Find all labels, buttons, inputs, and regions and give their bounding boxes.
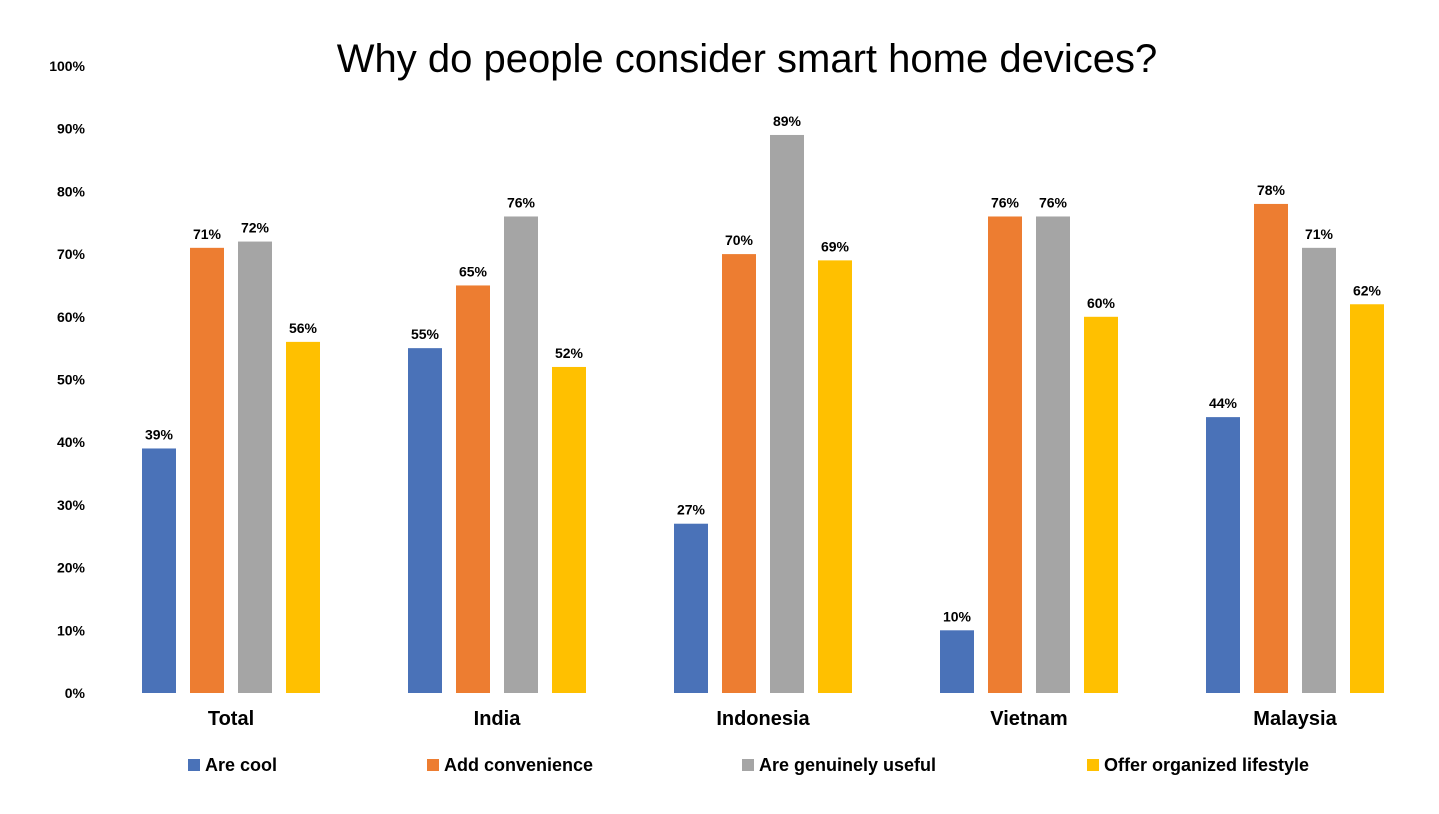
legend-swatch [427, 759, 439, 771]
bar [1350, 304, 1384, 693]
data-label: 60% [1087, 295, 1116, 311]
data-label: 72% [241, 220, 270, 236]
data-label: 52% [555, 345, 584, 361]
legend-swatch [742, 759, 754, 771]
bar [408, 348, 442, 693]
x-axis: Total India Indonesia Vietnam Malaysia [208, 708, 1338, 730]
legend-label: Are genuinely useful [759, 755, 936, 775]
data-label: 78% [1257, 182, 1286, 198]
legend-item: Add convenience [427, 755, 593, 775]
y-tick-label: 100% [49, 58, 85, 74]
bar [142, 448, 176, 693]
x-tick-label: Malaysia [1253, 708, 1337, 730]
legend-item: Are cool [188, 755, 277, 775]
data-label: 55% [411, 326, 440, 342]
legend-label: Offer organized lifestyle [1104, 755, 1309, 775]
bar [818, 260, 852, 693]
legend-label: Are cool [205, 755, 277, 775]
bar [722, 254, 756, 693]
bar [988, 216, 1022, 694]
legend-swatch [188, 759, 200, 771]
y-axis: 0% 10% 20% 30% 40% 50% 60% 70% 80% 90% 100% [49, 58, 85, 701]
y-tick-label: 10% [57, 622, 86, 638]
data-label: 69% [821, 238, 850, 254]
data-label: 76% [991, 194, 1020, 210]
bar [552, 366, 586, 693]
bar [286, 341, 320, 693]
y-tick-label: 50% [57, 372, 86, 388]
legend-swatch [1087, 759, 1099, 771]
data-label: 56% [289, 320, 318, 336]
data-label: 39% [145, 426, 174, 442]
y-tick-label: 40% [57, 434, 86, 450]
x-tick-label: India [474, 708, 522, 730]
bar [940, 630, 974, 693]
x-tick-label: Vietnam [990, 708, 1067, 730]
data-label: 71% [193, 226, 222, 242]
bar [1254, 203, 1288, 693]
bars-group [142, 134, 1384, 694]
data-label: 10% [943, 608, 972, 624]
y-tick-label: 70% [57, 246, 86, 262]
y-tick-label: 80% [57, 183, 86, 199]
data-label: 62% [1353, 282, 1382, 298]
bar [1206, 417, 1240, 693]
y-tick-label: 60% [57, 309, 86, 325]
data-label: 27% [677, 502, 706, 518]
y-tick-label: 0% [65, 685, 86, 701]
legend-label: Add convenience [444, 755, 593, 775]
y-tick-label: 90% [57, 121, 86, 137]
legend: Are cool Add convenience Are genuinely use… [188, 755, 1309, 775]
bar [504, 216, 538, 694]
x-tick-label: Total [208, 708, 254, 730]
bar [190, 247, 224, 693]
data-label: 71% [1305, 226, 1334, 242]
bar [456, 285, 490, 693]
chart-title: Why do people consider smart home device… [337, 37, 1157, 81]
bar [1084, 316, 1118, 693]
data-label: 89% [773, 113, 802, 129]
bar [770, 134, 804, 694]
y-tick-label: 20% [57, 560, 86, 576]
bar [1036, 216, 1070, 694]
legend-item: Offer organized lifestyle [1087, 755, 1309, 775]
data-label: 44% [1209, 395, 1238, 411]
legend-item: Are genuinely useful [742, 755, 936, 775]
bar [674, 523, 708, 693]
bar [238, 241, 272, 693]
data-label: 76% [507, 194, 536, 210]
data-label: 70% [725, 232, 754, 248]
data-label: 76% [1039, 194, 1068, 210]
data-labels-group: 39% 71% 72% 56% 55% 65% 76% 52% 27% 70% 89% 69% 10% 7… [145, 113, 1382, 624]
x-tick-label: Indonesia [716, 708, 810, 730]
bar [1302, 247, 1336, 693]
data-label: 65% [459, 263, 488, 279]
y-tick-label: 30% [57, 497, 86, 513]
